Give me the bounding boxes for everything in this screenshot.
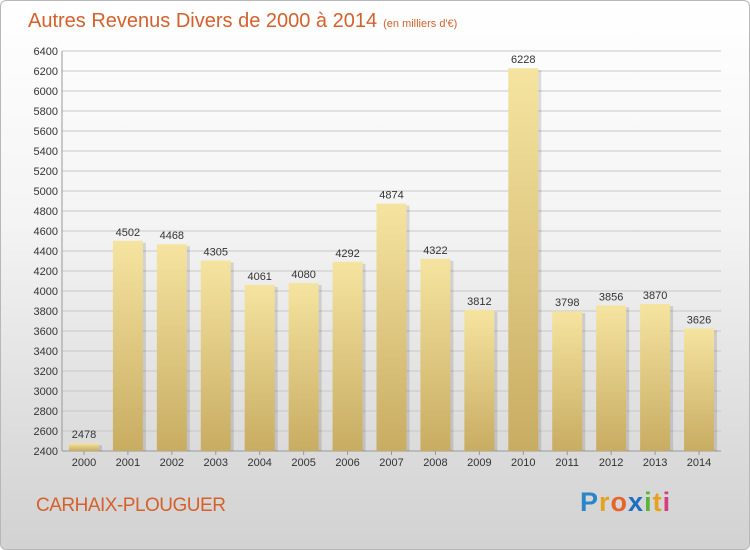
y-tick-label: 2800 bbox=[34, 406, 58, 418]
y-tick-label: 5200 bbox=[34, 166, 58, 178]
bar bbox=[69, 443, 99, 451]
x-tick-label: 2007 bbox=[379, 457, 403, 469]
x-tick-label: 2002 bbox=[160, 457, 184, 469]
data-label: 4468 bbox=[160, 230, 184, 242]
x-tick-label: 2003 bbox=[204, 457, 228, 469]
logo-letter: i bbox=[663, 487, 672, 517]
logo-letter: P bbox=[580, 487, 599, 517]
bar bbox=[157, 244, 187, 451]
bar bbox=[684, 328, 714, 451]
y-tick-label: 2400 bbox=[34, 446, 58, 458]
logo-letter: o bbox=[611, 487, 629, 517]
x-tick-label: 2013 bbox=[643, 457, 667, 469]
data-label: 3798 bbox=[555, 297, 579, 309]
y-tick-label: 3800 bbox=[34, 306, 58, 318]
y-tick-label: 3600 bbox=[34, 326, 58, 338]
y-tick-label: 5800 bbox=[34, 106, 58, 118]
y-tick-label: 4800 bbox=[34, 206, 58, 218]
x-tick-label: 2014 bbox=[687, 457, 711, 469]
logo-letter: t bbox=[653, 487, 663, 517]
bar bbox=[333, 262, 363, 451]
bar bbox=[508, 68, 538, 451]
y-tick-label: 4200 bbox=[34, 266, 58, 278]
x-tick-label: 2004 bbox=[247, 457, 271, 469]
logo-letter: i bbox=[644, 487, 653, 517]
bar bbox=[289, 283, 319, 451]
x-tick-label: 2006 bbox=[335, 457, 359, 469]
y-tick-label: 4600 bbox=[34, 226, 58, 238]
y-tick-label: 5400 bbox=[34, 146, 58, 158]
x-tick-label: 2001 bbox=[116, 457, 140, 469]
bar bbox=[464, 310, 494, 451]
x-tick-label: 2011 bbox=[555, 457, 579, 469]
bar bbox=[113, 241, 143, 451]
x-tick-label: 2009 bbox=[467, 457, 491, 469]
y-tick-label: 2600 bbox=[34, 426, 58, 438]
y-tick-label: 4000 bbox=[34, 286, 58, 298]
x-tick-label: 2010 bbox=[511, 457, 535, 469]
y-tick-label: 5600 bbox=[34, 126, 58, 138]
x-tick-label: 2000 bbox=[72, 457, 96, 469]
data-label: 4080 bbox=[291, 269, 315, 281]
data-label: 4292 bbox=[335, 248, 359, 260]
data-label: 4305 bbox=[204, 247, 228, 259]
data-label: 4502 bbox=[116, 227, 140, 239]
y-tick-label: 3400 bbox=[34, 346, 58, 358]
y-tick-label: 5000 bbox=[34, 186, 58, 198]
bar bbox=[420, 259, 450, 451]
x-tick-label: 2012 bbox=[599, 457, 623, 469]
data-label: 3870 bbox=[643, 290, 667, 302]
y-tick-label: 3200 bbox=[34, 366, 58, 378]
data-label: 3812 bbox=[467, 296, 491, 308]
bar bbox=[245, 285, 275, 451]
data-label: 3856 bbox=[599, 291, 623, 303]
x-tick-label: 2008 bbox=[423, 457, 447, 469]
bar bbox=[377, 204, 407, 451]
logo-letter: r bbox=[599, 487, 611, 517]
proxiti-logo[interactable]: Proxiti bbox=[580, 487, 671, 518]
data-label: 2478 bbox=[72, 429, 96, 441]
y-tick-label: 3000 bbox=[34, 386, 58, 398]
bar bbox=[201, 261, 231, 452]
bar bbox=[640, 304, 670, 451]
bar bbox=[552, 311, 582, 451]
y-tick-label: 4400 bbox=[34, 246, 58, 258]
data-label: 4322 bbox=[423, 245, 447, 257]
data-label: 4874 bbox=[379, 190, 403, 202]
x-tick-label: 2005 bbox=[291, 457, 315, 469]
city-name: CARHAIX-PLOUGUER bbox=[36, 495, 225, 517]
y-tick-label: 6200 bbox=[34, 66, 58, 78]
logo-letter: x bbox=[628, 487, 644, 517]
y-tick-label: 6000 bbox=[34, 86, 58, 98]
data-label: 3626 bbox=[687, 314, 711, 326]
data-label: 6228 bbox=[511, 54, 535, 66]
data-label: 4061 bbox=[247, 271, 271, 283]
y-tick-label: 6400 bbox=[34, 46, 58, 58]
bar bbox=[596, 305, 626, 451]
